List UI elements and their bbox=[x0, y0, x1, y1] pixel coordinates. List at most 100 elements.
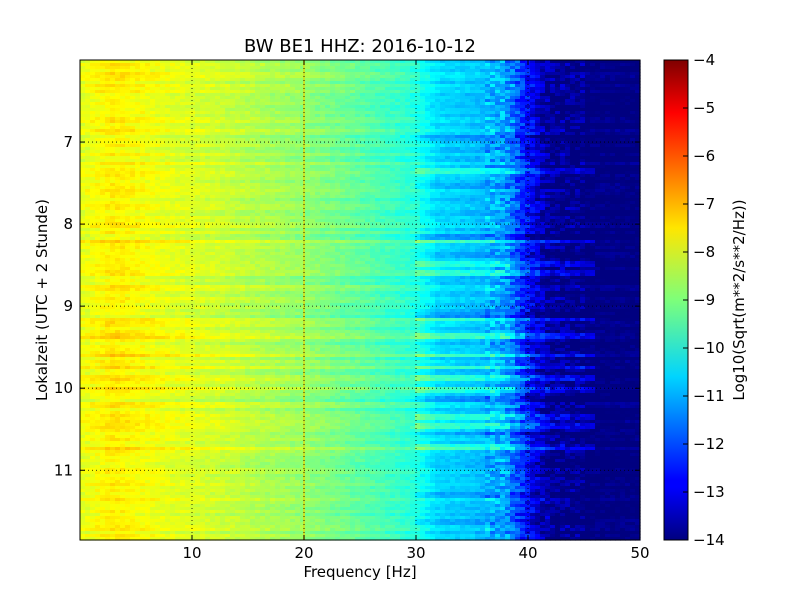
heatmap-cell bbox=[635, 180, 641, 184]
heatmap-cell bbox=[635, 66, 641, 70]
heatmap-cell bbox=[295, 120, 301, 124]
heatmap-cell bbox=[485, 102, 491, 106]
heatmap-cell bbox=[315, 165, 321, 169]
heatmap-cell bbox=[170, 153, 176, 157]
heatmap-cell bbox=[125, 180, 131, 184]
heatmap-cell bbox=[165, 126, 171, 130]
heatmap-cell bbox=[90, 81, 96, 85]
heatmap-cell bbox=[550, 105, 556, 109]
heatmap-cell bbox=[365, 69, 371, 73]
heatmap-cell bbox=[420, 66, 426, 70]
heatmap-cell bbox=[515, 174, 521, 178]
heatmap-cell bbox=[535, 111, 541, 115]
heatmap-cell bbox=[135, 165, 141, 169]
heatmap-cell bbox=[370, 162, 376, 166]
heatmap-cell bbox=[520, 141, 526, 145]
heatmap-cell bbox=[185, 177, 191, 181]
heatmap-cell bbox=[260, 183, 266, 187]
heatmap-cell bbox=[480, 135, 486, 139]
heatmap-cell bbox=[390, 99, 396, 103]
heatmap-cell bbox=[630, 105, 636, 109]
heatmap-cell bbox=[610, 126, 616, 130]
heatmap-cell bbox=[265, 108, 271, 112]
heatmap-cell bbox=[240, 156, 246, 160]
heatmap-cell bbox=[80, 150, 86, 154]
heatmap-cell bbox=[180, 171, 186, 175]
heatmap-cell bbox=[95, 81, 101, 85]
heatmap-cell bbox=[625, 111, 631, 115]
heatmap-cell bbox=[630, 90, 636, 94]
heatmap-cell bbox=[130, 153, 136, 157]
heatmap-cell bbox=[510, 144, 516, 148]
heatmap-cell bbox=[600, 129, 606, 133]
heatmap-cell bbox=[135, 69, 141, 73]
heatmap-cell bbox=[410, 129, 416, 133]
heatmap-cell bbox=[475, 75, 481, 79]
heatmap-cell bbox=[95, 60, 101, 64]
heatmap-cell bbox=[85, 75, 91, 79]
heatmap-cell bbox=[495, 87, 501, 91]
heatmap-cell bbox=[480, 180, 486, 184]
heatmap-cell bbox=[560, 174, 566, 178]
heatmap-cell bbox=[615, 132, 621, 136]
heatmap-cell bbox=[270, 126, 276, 130]
heatmap-cell bbox=[400, 60, 406, 64]
heatmap-cell bbox=[560, 183, 566, 187]
heatmap-cell bbox=[180, 177, 186, 181]
heatmap-cell bbox=[420, 72, 426, 76]
heatmap-cell bbox=[610, 174, 616, 178]
heatmap-cell bbox=[420, 99, 426, 103]
heatmap-cell bbox=[430, 87, 436, 91]
heatmap-cell bbox=[410, 153, 416, 157]
heatmap-cell bbox=[510, 129, 516, 133]
heatmap-cell bbox=[480, 72, 486, 76]
heatmap-cell bbox=[455, 156, 461, 160]
heatmap-cell bbox=[435, 111, 441, 115]
heatmap-cell bbox=[455, 117, 461, 121]
heatmap-cell bbox=[180, 60, 186, 64]
heatmap-cell bbox=[380, 159, 386, 163]
heatmap-cell bbox=[320, 117, 326, 121]
heatmap-cell bbox=[335, 129, 341, 133]
heatmap-cell bbox=[255, 129, 261, 133]
heatmap-cell bbox=[595, 72, 601, 76]
heatmap-cell bbox=[540, 186, 546, 190]
heatmap-cell bbox=[340, 159, 346, 163]
heatmap-cell bbox=[465, 138, 471, 142]
heatmap-cell bbox=[435, 153, 441, 157]
heatmap-cell bbox=[305, 174, 311, 178]
heatmap-cell bbox=[340, 165, 346, 169]
heatmap-cell bbox=[635, 69, 641, 73]
heatmap-cell bbox=[370, 60, 376, 64]
heatmap-cell bbox=[280, 69, 286, 73]
heatmap-cell bbox=[280, 138, 286, 142]
heatmap-cell bbox=[325, 96, 331, 100]
heatmap-cell bbox=[255, 81, 261, 85]
heatmap-cell bbox=[420, 186, 426, 190]
heatmap-cell bbox=[430, 66, 436, 70]
heatmap-cell bbox=[455, 63, 461, 67]
heatmap-cell bbox=[90, 189, 96, 193]
heatmap-cell bbox=[380, 123, 386, 127]
heatmap-cell bbox=[575, 78, 581, 82]
heatmap-cell bbox=[320, 66, 326, 70]
heatmap-cell bbox=[225, 102, 231, 106]
heatmap-cell bbox=[190, 69, 196, 73]
heatmap-cell bbox=[330, 108, 336, 112]
heatmap-cell bbox=[520, 180, 526, 184]
heatmap-cell bbox=[430, 123, 436, 127]
heatmap-cell bbox=[275, 135, 281, 139]
heatmap-cell bbox=[400, 81, 406, 85]
heatmap-cell bbox=[195, 138, 201, 142]
heatmap-cell bbox=[225, 96, 231, 100]
heatmap-cell bbox=[125, 171, 131, 175]
heatmap-cell bbox=[165, 93, 171, 97]
heatmap-cell bbox=[540, 105, 546, 109]
heatmap-cell bbox=[260, 144, 266, 148]
heatmap-cell bbox=[95, 93, 101, 97]
heatmap-cell bbox=[105, 114, 111, 118]
heatmap-cell bbox=[340, 177, 346, 181]
heatmap-cell bbox=[355, 60, 361, 64]
heatmap-cell bbox=[615, 120, 621, 124]
heatmap-cell bbox=[245, 180, 251, 184]
